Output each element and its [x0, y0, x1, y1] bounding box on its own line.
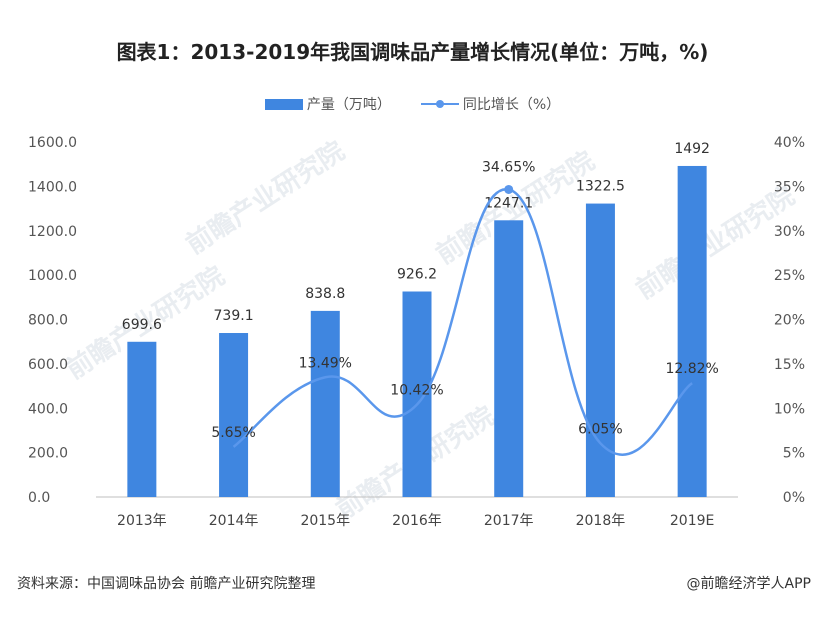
- bar-value-label: 1322.5: [576, 179, 625, 195]
- y-left-tick-label: 1000.0: [28, 268, 77, 284]
- y-right-tick-label: 25%: [774, 268, 805, 284]
- x-tick-label: 2015年: [300, 513, 350, 529]
- bar-value-label: 838.8: [305, 286, 345, 302]
- y-left-tick-label: 400.0: [28, 401, 68, 417]
- x-tick-label: 2017年: [484, 513, 534, 529]
- bar-value-label: 739.1: [214, 308, 254, 324]
- growth-point: [504, 184, 514, 194]
- bar-2015年: [310, 310, 340, 497]
- bar-2016年: [402, 291, 432, 497]
- growth-value-label: 5.65%: [211, 425, 255, 441]
- source-note: 资料来源：中国调味品协会 前瞻产业研究院整理: [17, 576, 316, 592]
- bar-2014年: [219, 333, 249, 497]
- legend: 产量（万吨） 同比增长（%）: [0, 94, 825, 114]
- y-right-tick-label: 30%: [774, 224, 805, 240]
- legend-line-swatch: [420, 98, 459, 110]
- y-right-tick-label: 35%: [774, 179, 805, 195]
- y-right-tick-label: 15%: [774, 357, 805, 373]
- x-tick-label: 2019E: [670, 513, 714, 529]
- y-left-tick-label: 1400.0: [28, 179, 77, 195]
- y-left-tick-label: 200.0: [28, 446, 68, 462]
- bar-value-label: 926.2: [397, 266, 437, 282]
- growth-value-label: 34.65%: [482, 159, 535, 175]
- y-left-tick-label: 600.0: [28, 357, 68, 373]
- y-left-tick-label: 1200.0: [28, 224, 77, 240]
- watermark-text: 前瞻产业研究院: [181, 135, 351, 260]
- growth-value-label: 12.82%: [665, 361, 718, 377]
- y-left-tick-label: 800.0: [28, 313, 68, 329]
- growth-value-label: 6.05%: [578, 421, 622, 437]
- credit-note: @前瞻经济学人APP: [686, 576, 811, 592]
- legend-line-label: 同比增长（%）: [462, 97, 561, 113]
- growth-value-label: 10.42%: [390, 383, 443, 399]
- y-right-tick-label: 0%: [783, 490, 805, 506]
- bar-value-label: 1492: [674, 141, 710, 157]
- y-right-tick-label: 40%: [774, 135, 805, 151]
- legend-item-bar: 产量（万吨）: [264, 94, 391, 114]
- watermark-text: 前瞻产业研究院: [631, 180, 801, 305]
- x-tick-label: 2014年: [209, 513, 259, 529]
- bar-2019E: [677, 165, 707, 497]
- bar-2013年: [127, 341, 157, 497]
- y-right-tick-label: 20%: [774, 313, 805, 329]
- legend-bar-swatch: [264, 98, 303, 110]
- y-right-tick-label: 10%: [774, 401, 805, 417]
- y-left-tick-label: 1600.0: [28, 135, 77, 151]
- legend-item-line: 同比增长（%）: [420, 94, 561, 114]
- growth-value-label: 13.49%: [299, 355, 352, 371]
- x-tick-label: 2013年: [117, 513, 167, 529]
- x-tick-label: 2018年: [576, 513, 626, 529]
- legend-bar-label: 产量（万吨）: [306, 97, 391, 113]
- chart-title: 图表1：2013-2019年我国调味品产量增长情况(单位：万吨，%): [116, 40, 709, 64]
- bar-value-label: 699.6: [122, 317, 162, 333]
- y-left-tick-label: 0.0: [28, 490, 50, 506]
- y-right-tick-label: 5%: [783, 446, 805, 462]
- bar-2018年: [585, 203, 615, 497]
- growth-line: [232, 188, 693, 456]
- bar-2017年: [494, 220, 524, 497]
- x-tick-label: 2016年: [392, 513, 442, 529]
